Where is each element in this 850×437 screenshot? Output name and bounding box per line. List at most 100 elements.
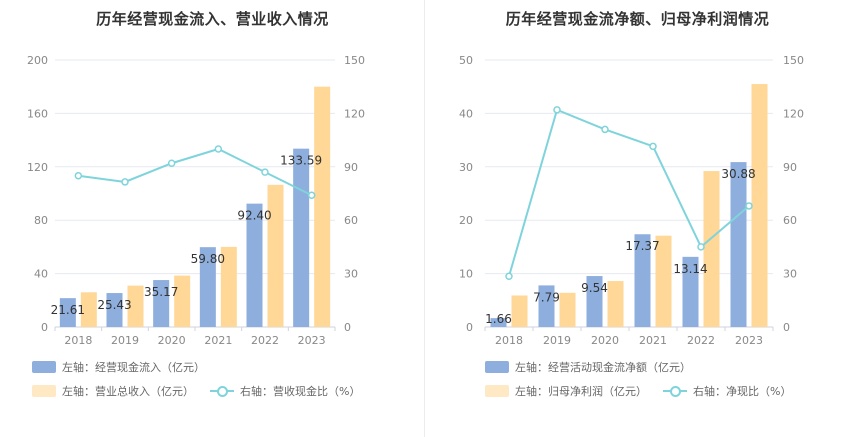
bar-orange (511, 295, 528, 327)
line-point (649, 142, 657, 151)
data-label: 35.17 (144, 285, 178, 299)
y-right-tick-label: 150 (344, 54, 365, 67)
bar-orange (174, 275, 191, 327)
x-tick-label: 2022 (687, 334, 715, 347)
y-left-tick-label: 200 (27, 54, 48, 67)
data-label: 9.54 (581, 281, 608, 295)
y-right-tick-label: 90 (344, 161, 358, 174)
y-left-tick-label: 120 (27, 161, 48, 174)
x-tick-label: 2020 (591, 334, 619, 347)
bar-orange (127, 285, 144, 327)
line-point (697, 243, 705, 251)
y-left-tick-label: 0 (41, 321, 48, 334)
line-point (74, 171, 83, 180)
legend-label: 左轴：营业总收入（亿元） (62, 385, 194, 398)
line-point (167, 159, 176, 167)
bar-orange (220, 246, 237, 327)
bar-orange (314, 86, 331, 327)
line-point (601, 125, 609, 134)
bar-blue (634, 234, 651, 327)
y-right-tick-label: 30 (783, 268, 797, 281)
x-tick-label: 2019 (543, 334, 571, 347)
y-right-tick-label: 90 (783, 161, 797, 174)
y-right-tick-label: 120 (783, 107, 804, 120)
bar-blue (538, 285, 555, 327)
y-right-tick-label: 30 (344, 268, 358, 281)
data-label: 17.37 (625, 239, 659, 253)
legend-item-cash-revenue-ratio[interactable]: 右轴：营收现金比（%） (210, 383, 360, 399)
data-label: 1.66 (485, 312, 512, 326)
y-left-tick-label: 10 (459, 268, 473, 281)
series-line (78, 147, 313, 197)
bar-blue (490, 318, 507, 327)
x-tick-label: 2023 (298, 334, 326, 347)
data-label: 13.14 (673, 262, 707, 276)
bar-blue (199, 247, 216, 327)
y-left-tick-label: 50 (459, 54, 473, 67)
legend-label: 左轴：经营现金流入（亿元） (62, 361, 205, 374)
bar-blue (682, 256, 699, 327)
y-right-tick-label: 150 (783, 54, 804, 67)
bar-blue (246, 203, 263, 327)
chart-panel-cash-inflow-revenue: 历年经营现金流入、营业收入情况 0 40 80 120 160 200 0 30 60 90 120… (27, 10, 376, 406)
legend-label: 右轴：营收现金比（%） (240, 385, 361, 398)
line-point (553, 106, 561, 114)
x-tick-label: 2018 (495, 334, 523, 347)
x-tick-label: 2019 (111, 334, 139, 347)
bar-blue (59, 298, 76, 327)
y-left-tick-label: 40 (34, 268, 48, 281)
legend-item-net-cash[interactable]: 左轴：经营活动现金流净额（亿元） (485, 359, 691, 375)
data-label: 92.40 (237, 209, 271, 223)
legend-item-revenue[interactable]: 左轴：营业总收入（亿元） (32, 383, 194, 399)
x-tick-label: 2018 (64, 334, 92, 347)
series-line (508, 108, 750, 277)
x-tick-label: 2023 (735, 334, 763, 347)
data-label: 59.80 (191, 252, 225, 266)
legend-label: 右轴：净现比（%） (693, 385, 792, 398)
legend-item-cash-inflow[interactable]: 左轴：经营现金流入（亿元） (32, 359, 205, 375)
line-point (307, 191, 316, 200)
legend-item-net-profit[interactable]: 左轴：归母净利润（亿元） (485, 383, 647, 399)
chart-svg: 0 10 20 30 40 50 0 30 60 90 120 150 2018 2019 2020 2021… (459, 54, 804, 347)
y-right-tick-label: 120 (344, 107, 365, 120)
bar-blue (586, 276, 603, 327)
bar-blue (153, 280, 170, 327)
bar-blue (106, 293, 123, 327)
bar-blue (730, 162, 747, 327)
y-right-tick-label: 0 (783, 321, 790, 334)
panel-divider (424, 0, 425, 437)
bar-orange (655, 235, 672, 327)
y-right-tick-label: 60 (783, 214, 797, 227)
data-label: 30.88 (721, 167, 755, 181)
legend-item-net-cash-ratio[interactable]: 右轴：净现比（%） (663, 383, 791, 399)
bar-orange (703, 171, 720, 327)
legend-swatch-line (210, 385, 234, 397)
chart-title: 历年经营现金流净额、归母净利润情况 (505, 10, 770, 28)
bar-blue (293, 148, 310, 327)
x-tick-label: 2021 (639, 334, 667, 347)
y-left-tick-label: 40 (459, 107, 473, 120)
x-tick-label: 2022 (251, 334, 279, 347)
chart-panel-net-cash-net-profit: 历年经营现金流净额、归母净利润情况 0 10 20 30 40 50 0 30 60 90 120 1… (425, 0, 850, 437)
chart-title: 历年经营现金流入、营业收入情况 (96, 10, 329, 28)
x-tick-label: 2020 (158, 334, 186, 347)
line-point (745, 202, 753, 210)
y-left-tick-label: 160 (27, 107, 48, 120)
data-label: 21.61 (51, 303, 85, 317)
bar-orange (607, 281, 624, 327)
y-right-tick-label: 60 (344, 214, 358, 227)
chart-legend: 左轴：经营活动现金流净额（亿元） 左轴：归母净利润（亿元） 右轴：净现比（%） (485, 358, 807, 406)
line-point (505, 272, 513, 281)
chart-legend: 左轴：经营现金流入（亿元） 左轴：营业总收入（亿元） 右轴：营收现金比（%） (32, 358, 376, 406)
y-left-tick-label: 30 (459, 161, 473, 174)
line-point (214, 145, 223, 153)
line-point (261, 168, 269, 176)
legend-swatch-blue (32, 361, 56, 373)
bar-orange (267, 184, 284, 327)
data-label: 133.59 (280, 154, 322, 168)
line-point (121, 178, 129, 186)
legend-label: 左轴：归母净利润（亿元） (515, 385, 647, 398)
y-left-tick-label: 0 (466, 321, 473, 334)
x-tick-label: 2021 (204, 334, 232, 347)
